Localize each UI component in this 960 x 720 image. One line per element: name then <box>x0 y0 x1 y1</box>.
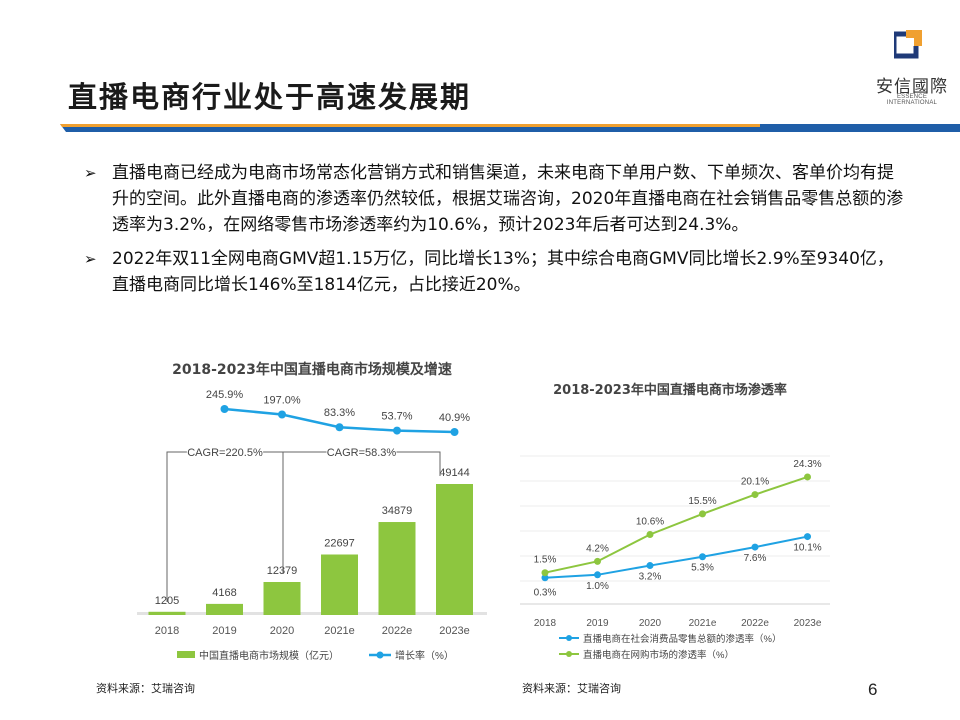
page-title: 直播电商行业处于高速发展期 <box>68 80 472 114</box>
x-tick-label: 2023e <box>439 625 470 637</box>
data-point <box>541 569 549 577</box>
company-logo: 安信國際 ESSENCE INTERNATIONAL <box>872 30 952 106</box>
logo-chinese-name: 安信國際 <box>876 77 948 97</box>
bar <box>378 522 416 615</box>
growth-rate-label: 40.9% <box>439 412 470 424</box>
x-tick-label: 2022e <box>741 618 769 629</box>
growth-rate-label: 83.3% <box>324 407 355 419</box>
bar <box>263 582 301 615</box>
legend-bar-label: 中国直播电商市场规模（亿元） <box>199 649 339 662</box>
data-point <box>699 553 706 561</box>
data-point <box>594 571 601 579</box>
data-point-label: 15.5% <box>688 496 716 507</box>
data-point-label: 0.3% <box>534 588 557 599</box>
growth-rate-point <box>220 405 229 413</box>
penetration-rate-chart-svg: 2018-2023年中国直播电商市场渗透率 2018 2019 2020 2021e 2… <box>520 382 830 661</box>
data-point-label: 1.5% <box>534 555 557 566</box>
data-point <box>541 574 549 582</box>
data-point <box>594 557 601 565</box>
data-point-label: 4.2% <box>586 543 609 554</box>
data-point-label: 3.2% <box>639 572 662 583</box>
x-tick-label: 2023e <box>794 618 822 629</box>
x-tick-label: 2019 <box>586 618 609 629</box>
legend-line-dot <box>376 651 384 659</box>
bullet-arrow-icon: ➢ <box>84 250 97 268</box>
bar <box>206 603 243 615</box>
data-point <box>646 530 654 538</box>
data-point-label: 7.6% <box>744 553 767 564</box>
cagr-bracket <box>166 451 284 602</box>
data-point <box>751 543 759 551</box>
growth-rate-label: 197.0% <box>263 394 301 406</box>
x-tick-label: 2021e <box>689 618 717 629</box>
x-tick-label: 2018 <box>155 625 179 637</box>
data-point <box>751 491 759 499</box>
legend-bar-swatch <box>177 651 195 658</box>
online-penetration-line <box>544 475 808 574</box>
cagr-bracket <box>282 451 441 574</box>
header-divider-bar <box>60 124 960 132</box>
legend-dot <box>566 635 572 641</box>
legend-line-label: 增长率（%） <box>395 649 454 662</box>
data-point-label: 5.3% <box>691 563 714 574</box>
growth-rate-point <box>335 423 344 432</box>
x-tick-label: 2021e <box>324 625 355 637</box>
bullet-item: ➢ 直播电商已经成为电商市场常态化营销方式和销售渠道，未来电商下单用户数、下单频… <box>84 160 904 238</box>
x-tick-label: 2019 <box>212 625 236 637</box>
bar-value-label: 4168 <box>212 587 236 599</box>
x-axis-line <box>137 612 487 615</box>
bullet-list: ➢ 直播电商已经成为电商市场常态化营销方式和销售渠道，未来电商下单用户数、下单频… <box>84 160 904 306</box>
bar-value-label: 34879 <box>382 505 413 517</box>
growth-rate-label: 53.7% <box>381 411 412 423</box>
data-point-label: 10.1% <box>793 543 821 554</box>
data-point <box>699 510 706 518</box>
growth-rate-label: 245.9% <box>206 389 244 401</box>
bar <box>148 611 186 615</box>
x-tick-label: 2020 <box>639 618 662 629</box>
bullet-arrow-icon: ➢ <box>84 164 97 182</box>
legend-label: 直播电商在网购市场的渗透率（%） <box>583 649 734 661</box>
bar-value-label: 22697 <box>324 537 355 549</box>
bar <box>436 484 473 615</box>
penetration-rate-chart: 2018-2023年中国直播电商市场渗透率 2018 2019 2020 2021e 2… <box>515 374 835 670</box>
logo-english-name: ESSENCE INTERNATIONAL <box>886 94 938 106</box>
retail-penetration-line <box>544 535 808 579</box>
x-tick-label: 2022e <box>382 625 413 637</box>
data-point <box>646 562 654 570</box>
logo-mark-icon <box>894 30 922 59</box>
growth-rate-point <box>393 426 401 435</box>
x-tick-label: 2020 <box>270 625 294 637</box>
data-point-label: 10.6% <box>636 516 664 527</box>
cagr-label: CAGR=58.3% <box>327 447 397 459</box>
legend-dot <box>566 651 572 657</box>
legend-label: 直播电商在社会消费品零售总额的渗透率（%） <box>583 633 781 645</box>
market-size-chart: 2018-2023年中国直播电商市场规模及增速 1205 2018 4168 2019… <box>137 354 487 670</box>
bar <box>321 554 358 615</box>
data-point <box>804 533 811 541</box>
bar-value-label: 49144 <box>439 467 470 479</box>
data-point-label: 24.3% <box>793 459 821 470</box>
chart-title: 2018-2023年中国直播电商市场规模及增速 <box>172 361 452 378</box>
data-point-label: 20.1% <box>741 477 769 488</box>
bar-value-label: 12379 <box>267 565 298 577</box>
bullet-item: ➢ 2022年双11全网电商GMV超1.15万亿，同比增长13%；其中综合电商G… <box>84 246 904 298</box>
source-note-right: 资料来源：艾瑞咨询 <box>522 682 621 695</box>
bullet-text: 直播电商已经成为电商市场常态化营销方式和销售渠道，未来电商下单用户数、下单频次、… <box>112 163 904 235</box>
market-size-chart-svg: 2018-2023年中国直播电商市场规模及增速 1205201841682019… <box>137 361 487 662</box>
x-tick-label: 2018 <box>534 618 557 629</box>
chart-title: 2018-2023年中国直播电商市场渗透率 <box>553 382 787 398</box>
data-point <box>804 473 811 481</box>
cagr-label: CAGR=220.5% <box>187 447 263 459</box>
source-note-left: 资料来源：艾瑞咨询 <box>96 682 195 695</box>
page-number: 6 <box>868 680 878 699</box>
data-point-label: 1.0% <box>586 581 609 592</box>
bullet-text: 2022年双11全网电商GMV超1.15万亿，同比增长13%；其中综合电商GMV… <box>112 249 894 295</box>
growth-rate-point <box>450 428 459 436</box>
growth-rate-point <box>278 410 286 419</box>
